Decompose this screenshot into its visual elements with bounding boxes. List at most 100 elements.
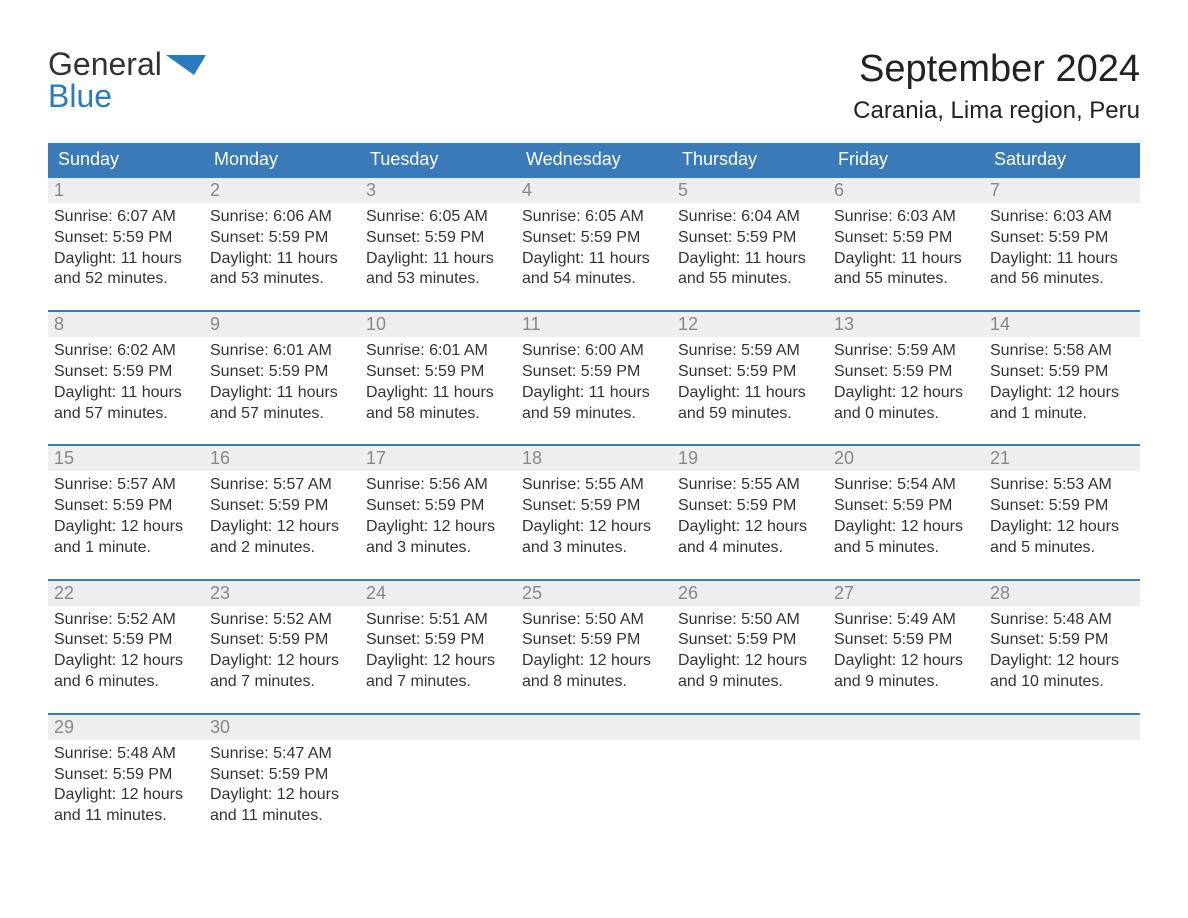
day-header: Monday (204, 143, 360, 176)
week-row: 8Sunrise: 6:02 AMSunset: 5:59 PMDaylight… (48, 310, 1140, 424)
day-cell: 25Sunrise: 5:50 AMSunset: 5:59 PMDayligh… (516, 581, 672, 693)
sunrise-text: Sunrise: 6:01 AM (210, 341, 354, 362)
sunset-text: Sunset: 5:59 PM (678, 496, 822, 517)
day-body: Sunrise: 6:05 AMSunset: 5:59 PMDaylight:… (360, 205, 516, 290)
day-header-row: SundayMondayTuesdayWednesdayThursdayFrid… (48, 143, 1140, 176)
sunrise-text: Sunrise: 6:01 AM (366, 341, 510, 362)
sunrise-text: Sunrise: 5:57 AM (210, 475, 354, 496)
day-cell: 5Sunrise: 6:04 AMSunset: 5:59 PMDaylight… (672, 178, 828, 290)
day-number: 25 (516, 581, 672, 606)
sunrise-text: Sunrise: 5:59 AM (678, 341, 822, 362)
day-body: Sunrise: 5:58 AMSunset: 5:59 PMDaylight:… (984, 339, 1140, 424)
daylight-text: Daylight: 11 hours and 59 minutes. (522, 383, 666, 425)
day-cell: 26Sunrise: 5:50 AMSunset: 5:59 PMDayligh… (672, 581, 828, 693)
sunset-text: Sunset: 5:59 PM (522, 362, 666, 383)
daylight-text: Daylight: 12 hours and 4 minutes. (678, 517, 822, 559)
day-number (516, 715, 672, 740)
day-body: Sunrise: 5:59 AMSunset: 5:59 PMDaylight:… (828, 339, 984, 424)
sunset-text: Sunset: 5:59 PM (210, 496, 354, 517)
day-header: Saturday (984, 143, 1140, 176)
logo-flag-icon (166, 55, 206, 75)
sunrise-text: Sunrise: 6:03 AM (990, 207, 1134, 228)
day-header: Thursday (672, 143, 828, 176)
sunrise-text: Sunrise: 6:02 AM (54, 341, 198, 362)
day-number: 14 (984, 312, 1140, 337)
day-number: 3 (360, 178, 516, 203)
sunrise-text: Sunrise: 5:52 AM (54, 610, 198, 631)
daylight-text: Daylight: 12 hours and 11 minutes. (54, 785, 198, 827)
day-cell: 20Sunrise: 5:54 AMSunset: 5:59 PMDayligh… (828, 446, 984, 558)
day-body: Sunrise: 5:48 AMSunset: 5:59 PMDaylight:… (48, 742, 204, 827)
day-cell: 30Sunrise: 5:47 AMSunset: 5:59 PMDayligh… (204, 715, 360, 827)
daylight-text: Daylight: 11 hours and 58 minutes. (366, 383, 510, 425)
day-body: Sunrise: 5:55 AMSunset: 5:59 PMDaylight:… (516, 473, 672, 558)
day-body: Sunrise: 5:51 AMSunset: 5:59 PMDaylight:… (360, 608, 516, 693)
day-number: 27 (828, 581, 984, 606)
daylight-text: Daylight: 12 hours and 9 minutes. (678, 651, 822, 693)
day-body: Sunrise: 6:05 AMSunset: 5:59 PMDaylight:… (516, 205, 672, 290)
day-number: 23 (204, 581, 360, 606)
daylight-text: Daylight: 12 hours and 6 minutes. (54, 651, 198, 693)
logo-word-2: Blue (48, 78, 112, 114)
week-row: 29Sunrise: 5:48 AMSunset: 5:59 PMDayligh… (48, 713, 1140, 827)
day-number: 21 (984, 446, 1140, 471)
day-number: 2 (204, 178, 360, 203)
page-header: General Blue September 2024 Carania, Lim… (48, 48, 1140, 125)
daylight-text: Daylight: 11 hours and 52 minutes. (54, 249, 198, 291)
day-cell: 17Sunrise: 5:56 AMSunset: 5:59 PMDayligh… (360, 446, 516, 558)
day-cell: 2 Sunrise: 6:06 AMSunset: 5:59 PMDaylight… (204, 178, 360, 290)
daylight-text: Daylight: 11 hours and 57 minutes. (54, 383, 198, 425)
sunset-text: Sunset: 5:59 PM (522, 496, 666, 517)
day-body: Sunrise: 5:57 AMSunset: 5:59 PMDaylight:… (48, 473, 204, 558)
day-number: 20 (828, 446, 984, 471)
day-number: 28 (984, 581, 1140, 606)
day-body: Sunrise: 6:04 AMSunset: 5:59 PMDaylight:… (672, 205, 828, 290)
sunrise-text: Sunrise: 6:00 AM (522, 341, 666, 362)
sunset-text: Sunset: 5:59 PM (522, 228, 666, 249)
day-number: 17 (360, 446, 516, 471)
sunrise-text: Sunrise: 5:49 AM (834, 610, 978, 631)
sunrise-text: Sunrise: 5:58 AM (990, 341, 1134, 362)
day-number: 18 (516, 446, 672, 471)
day-number: 6 (828, 178, 984, 203)
day-cell: 10Sunrise: 6:01 AMSunset: 5:59 PMDayligh… (360, 312, 516, 424)
daylight-text: Daylight: 11 hours and 53 minutes. (210, 249, 354, 291)
sunset-text: Sunset: 5:59 PM (834, 228, 978, 249)
day-body: Sunrise: 5:59 AMSunset: 5:59 PMDaylight:… (672, 339, 828, 424)
day-number: 10 (360, 312, 516, 337)
sunset-text: Sunset: 5:59 PM (678, 362, 822, 383)
day-header: Friday (828, 143, 984, 176)
sunset-text: Sunset: 5:59 PM (210, 228, 354, 249)
sunrise-text: Sunrise: 6:04 AM (678, 207, 822, 228)
sunset-text: Sunset: 5:59 PM (990, 630, 1134, 651)
day-number: 8 (48, 312, 204, 337)
sunset-text: Sunset: 5:59 PM (210, 630, 354, 651)
daylight-text: Daylight: 12 hours and 3 minutes. (366, 517, 510, 559)
day-number: 26 (672, 581, 828, 606)
daylight-text: Daylight: 11 hours and 54 minutes. (522, 249, 666, 291)
daylight-text: Daylight: 12 hours and 11 minutes. (210, 785, 354, 827)
day-cell: 9Sunrise: 6:01 AMSunset: 5:59 PMDaylight… (204, 312, 360, 424)
sunrise-text: Sunrise: 5:48 AM (54, 744, 198, 765)
sunrise-text: Sunrise: 5:50 AM (678, 610, 822, 631)
day-cell: 8Sunrise: 6:02 AMSunset: 5:59 PMDaylight… (48, 312, 204, 424)
sunrise-text: Sunrise: 5:57 AM (54, 475, 198, 496)
day-number: 12 (672, 312, 828, 337)
day-cell: 12Sunrise: 5:59 AMSunset: 5:59 PMDayligh… (672, 312, 828, 424)
sunrise-text: Sunrise: 5:53 AM (990, 475, 1134, 496)
sunset-text: Sunset: 5:59 PM (990, 496, 1134, 517)
day-body: Sunrise: 6:01 AMSunset: 5:59 PMDaylight:… (360, 339, 516, 424)
day-body: Sunrise: 6:03 AMSunset: 5:59 PMDaylight:… (828, 205, 984, 290)
day-number: 4 (516, 178, 672, 203)
daylight-text: Daylight: 12 hours and 8 minutes. (522, 651, 666, 693)
sunset-text: Sunset: 5:59 PM (366, 228, 510, 249)
sunset-text: Sunset: 5:59 PM (366, 630, 510, 651)
day-body: Sunrise: 5:52 AMSunset: 5:59 PMDaylight:… (204, 608, 360, 693)
sunrise-text: Sunrise: 6:06 AM (210, 207, 354, 228)
daylight-text: Daylight: 12 hours and 0 minutes. (834, 383, 978, 425)
day-cell: 3Sunrise: 6:05 AMSunset: 5:59 PMDaylight… (360, 178, 516, 290)
day-number: 16 (204, 446, 360, 471)
day-cell: 13Sunrise: 5:59 AMSunset: 5:59 PMDayligh… (828, 312, 984, 424)
day-body: Sunrise: 5:53 AMSunset: 5:59 PMDaylight:… (984, 473, 1140, 558)
day-number: 24 (360, 581, 516, 606)
